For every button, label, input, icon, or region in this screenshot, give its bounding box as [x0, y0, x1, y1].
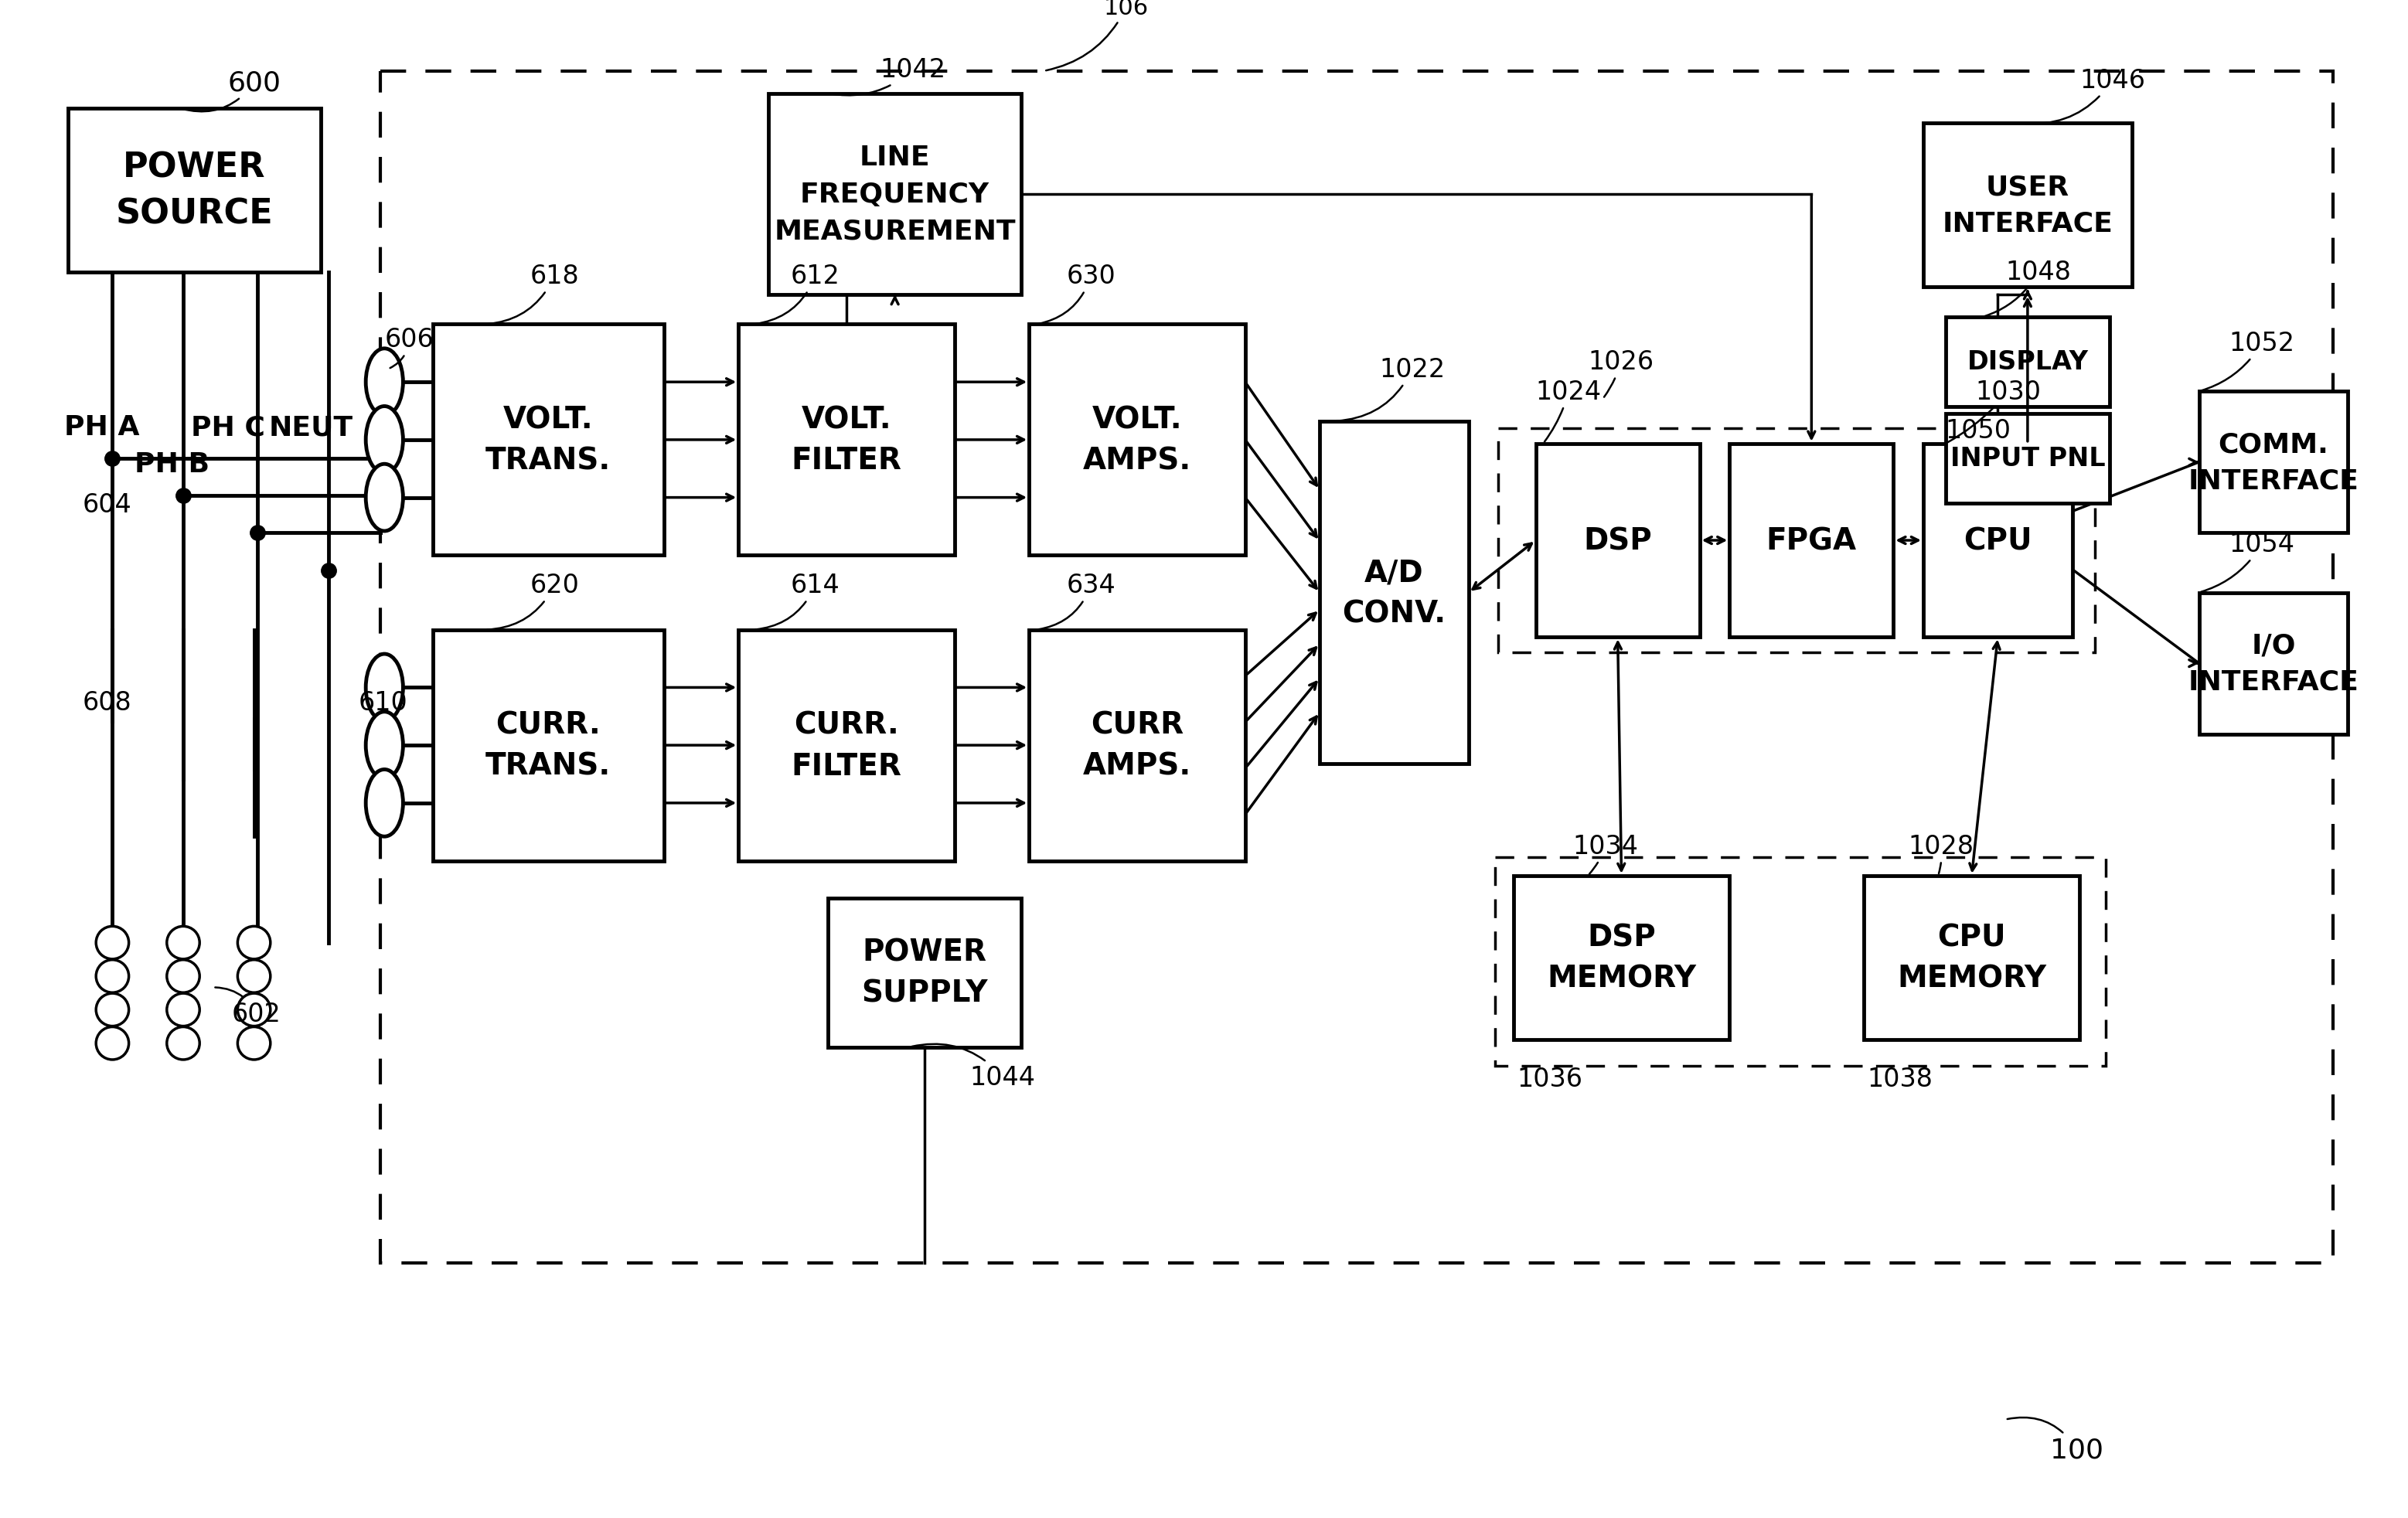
Text: 634: 634	[1038, 572, 1115, 630]
Text: CPU
MEMORY: CPU MEMORY	[1898, 923, 2047, 993]
Text: 618: 618	[486, 264, 578, 325]
Circle shape	[96, 926, 128, 959]
Bar	[1729, 443, 1893, 638]
Bar	[433, 325, 665, 556]
Circle shape	[96, 994, 128, 1026]
Text: 100: 100	[2008, 1418, 2102, 1462]
Text: FPGA: FPGA	[1765, 527, 1857, 556]
Text: 606: 606	[385, 326, 433, 369]
Text: NEUT: NEUT	[270, 414, 354, 440]
Text: 1038: 1038	[1866, 1066, 1934, 1091]
Text: LINE
FREQUENCY
MEASUREMENT: LINE FREQUENCY MEASUREMENT	[773, 144, 1016, 244]
Circle shape	[238, 1028, 270, 1060]
Text: 610: 610	[359, 689, 407, 715]
Text: 600: 600	[181, 70, 282, 112]
Text: 1046: 1046	[2023, 68, 2146, 124]
Circle shape	[166, 1028, 200, 1060]
Text: 1034: 1034	[1572, 833, 1640, 874]
Ellipse shape	[366, 770, 402, 836]
Bar	[768, 94, 1021, 294]
Text: VOLT.
AMPS.: VOLT. AMPS.	[1084, 405, 1192, 475]
Text: 1050: 1050	[1946, 417, 2011, 443]
Bar	[1028, 325, 1245, 556]
Ellipse shape	[366, 712, 402, 779]
Bar	[1946, 317, 2109, 407]
Text: 602: 602	[214, 988, 282, 1026]
Text: 1036: 1036	[1517, 1066, 1582, 1091]
Bar	[1498, 430, 2095, 653]
Bar	[1512, 876, 1729, 1040]
Text: DSP
MEMORY: DSP MEMORY	[1546, 923, 1695, 993]
Text: PH A: PH A	[65, 414, 140, 440]
Text: 1044: 1044	[913, 1044, 1035, 1090]
Text: 1052: 1052	[2201, 331, 2295, 392]
Text: CURR.
FILTER: CURR. FILTER	[792, 710, 901, 780]
Bar	[1320, 422, 1469, 764]
Text: 1054: 1054	[2201, 531, 2295, 592]
Circle shape	[238, 926, 270, 959]
Text: 106: 106	[1045, 0, 1149, 71]
Text: 1026: 1026	[1587, 349, 1654, 398]
Circle shape	[166, 926, 200, 959]
Bar	[2199, 594, 2348, 735]
Text: PH C: PH C	[190, 414, 265, 440]
Text: 1042: 1042	[831, 58, 946, 96]
Bar	[828, 899, 1021, 1047]
Text: 630: 630	[1038, 264, 1115, 325]
Bar	[433, 630, 665, 861]
Circle shape	[96, 1028, 128, 1060]
Text: PH B: PH B	[135, 451, 209, 478]
Circle shape	[238, 959, 270, 993]
Text: CPU: CPU	[1963, 527, 2032, 556]
Text: CURR
AMPS.: CURR AMPS.	[1084, 710, 1192, 780]
Text: CURR.
TRANS.: CURR. TRANS.	[486, 710, 612, 780]
Circle shape	[166, 959, 200, 993]
Text: USER
INTERFACE: USER INTERFACE	[1943, 175, 2112, 237]
Ellipse shape	[366, 654, 402, 721]
Text: 614: 614	[756, 572, 840, 630]
Text: DSP: DSP	[1584, 527, 1652, 556]
Circle shape	[238, 994, 270, 1026]
Text: 1030: 1030	[1948, 380, 2042, 443]
Text: 1024: 1024	[1536, 380, 1601, 442]
Bar	[1536, 443, 1700, 638]
Text: 608: 608	[82, 689, 132, 715]
Bar	[1924, 124, 2131, 287]
Bar	[1924, 443, 2073, 638]
Bar	[1028, 630, 1245, 861]
Bar	[1495, 858, 2107, 1066]
Bar	[67, 109, 320, 273]
Text: POWER
SOURCE: POWER SOURCE	[116, 150, 272, 231]
Text: POWER
SUPPLY: POWER SUPPLY	[862, 938, 987, 1008]
Ellipse shape	[366, 349, 402, 416]
Bar	[2199, 392, 2348, 533]
Text: 1028: 1028	[1910, 833, 1975, 874]
Text: 604: 604	[82, 492, 132, 518]
Text: 612: 612	[756, 264, 840, 325]
Bar	[739, 325, 954, 556]
Bar	[380, 71, 2333, 1263]
Text: 1022: 1022	[1336, 357, 1445, 422]
Bar	[1946, 414, 2109, 504]
Text: I/O
INTERFACE: I/O INTERFACE	[2189, 631, 2360, 695]
Text: COMM.
INTERFACE: COMM. INTERFACE	[2189, 431, 2360, 493]
Ellipse shape	[366, 407, 402, 474]
Text: VOLT.
TRANS.: VOLT. TRANS.	[486, 405, 612, 475]
Ellipse shape	[366, 465, 402, 531]
Circle shape	[96, 959, 128, 993]
Text: INPUT PNL: INPUT PNL	[1950, 446, 2105, 472]
Text: 1048: 1048	[1984, 260, 2071, 317]
Bar	[1864, 876, 2081, 1040]
Text: VOLT.
FILTER: VOLT. FILTER	[792, 405, 901, 475]
Text: DISPLAY: DISPLAY	[1967, 349, 2088, 375]
Text: A/D
CONV.: A/D CONV.	[1341, 557, 1447, 628]
Text: 620: 620	[486, 572, 578, 630]
Circle shape	[166, 994, 200, 1026]
Bar	[739, 630, 954, 861]
